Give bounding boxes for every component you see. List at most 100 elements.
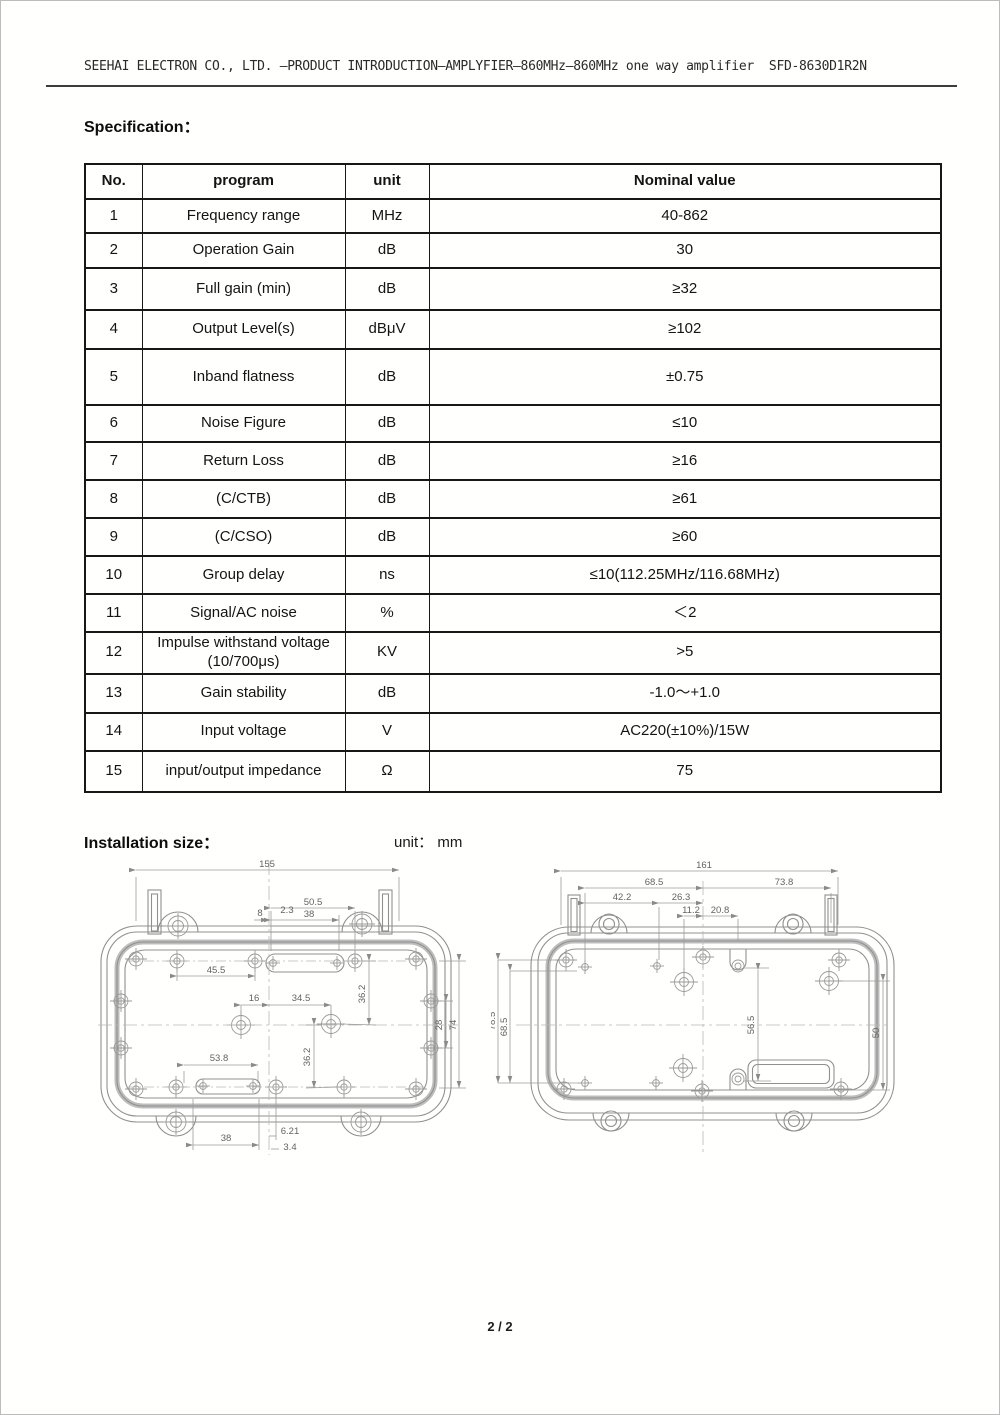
dim-label: 8: [257, 908, 262, 919]
dim-label: 68.5: [499, 1018, 510, 1037]
cell-unit: ns: [344, 555, 430, 595]
cell-unit: dB: [344, 232, 430, 269]
cell-program: Operation Gain: [141, 232, 346, 269]
cell-value: ≥60: [428, 517, 942, 557]
cell-unit: dB: [344, 517, 430, 557]
installation-heading: Installation size：: [84, 835, 220, 852]
dim-label: 74: [448, 1020, 459, 1031]
housing-drawing-right: 161 68.5 73.8 42.2 26.3 11.2 20.8 78.5 6…: [491, 860, 895, 1153]
spec-row: 11 Signal/AC noise % ＜2: [84, 593, 942, 633]
spec-row: 1 Frequency range MHz 40-862: [84, 198, 942, 234]
cell-no: 2: [84, 232, 143, 269]
dim-label: 34.5: [292, 993, 311, 1004]
dim-label: 161: [696, 860, 712, 871]
dim-label: 11.2: [682, 905, 700, 916]
dim-label: 2.3: [280, 905, 293, 916]
dim-label: 38: [221, 1133, 232, 1144]
dim-label: 16: [249, 993, 260, 1004]
cell-value: AC220(±10%)/15W: [428, 711, 942, 752]
dim-label: 78.5: [491, 1012, 498, 1031]
specification-table: No. program unit Nominal value 1 Frequen…: [84, 163, 942, 793]
cell-program: input/output impedance: [141, 749, 346, 793]
cell-value: ≥61: [428, 479, 942, 519]
dim-label: 50: [871, 1028, 882, 1039]
cell-program: Full gain (min): [141, 267, 346, 311]
spec-row: 12 Impulse withstand voltage (10/700μs) …: [84, 631, 942, 675]
cell-value: 40-862: [428, 198, 942, 234]
cell-unit: dB: [344, 441, 430, 481]
dim-label: 26.3: [672, 892, 691, 903]
cell-no: 11: [84, 593, 143, 633]
centerlines-left: [98, 861, 458, 1155]
cell-no: 3: [84, 267, 143, 311]
dim-label: 50.5: [304, 897, 323, 908]
cell-unit: V: [344, 711, 430, 752]
cell-program: (C/CTB): [141, 479, 346, 519]
cell-program: Output Level(s): [141, 309, 346, 350]
cell-unit: dB: [344, 267, 430, 311]
cell-no: 10: [84, 555, 143, 595]
cell-no: 9: [84, 517, 143, 557]
cell-no: 6: [84, 404, 143, 443]
dim-label: 28: [434, 1020, 445, 1031]
page-number: 2 / 2: [487, 1319, 513, 1334]
dimension-lines-right: [495, 868, 890, 1091]
housing-drawing-left: 155 50.5 8 2.3 38 45.5 16 34.5 36.2 36.2…: [98, 859, 466, 1155]
spec-row: 5 Inband flatness dB ±0.75: [84, 348, 942, 406]
spec-row: 13 Gain stability dB -1.0～+1.0: [84, 672, 942, 714]
cell-program: Inband flatness: [141, 348, 346, 406]
dim-label: 45.5: [207, 965, 226, 976]
cell-unit: dB: [344, 672, 430, 714]
spec-row: 15 input/output impedance Ω 75: [84, 749, 942, 793]
spec-row: 10 Group delay ns ≤10(112.25MHz/116.68MH…: [84, 555, 942, 595]
cell-program: Impulse withstand voltage (10/700μs): [141, 631, 346, 675]
spec-row: 8 (C/CTB) dB ≥61: [84, 479, 942, 519]
cell-program: (C/CSO): [141, 517, 346, 557]
centerlines-right: [516, 881, 891, 1153]
cell-unit: MHz: [344, 198, 430, 234]
housing-body-right: [530, 894, 895, 1132]
cell-unit: dB: [344, 404, 430, 443]
cell-value: ≥102: [428, 309, 942, 350]
dim-label: 38: [304, 909, 315, 920]
cell-value: ≥32: [428, 267, 942, 311]
cell-no: 13: [84, 672, 143, 714]
screw-bosses-right: [552, 945, 853, 1103]
cell-unit: KV: [344, 631, 430, 675]
dim-label: 73.8: [775, 877, 794, 888]
cell-value: 30: [428, 232, 942, 269]
dim-label: 42.2: [613, 892, 632, 903]
cell-value: ±0.75: [428, 348, 942, 406]
cell-program: Signal/AC noise: [141, 593, 346, 633]
cell-value: >5: [428, 631, 942, 675]
document-header: SEEHAI ELECTRON CO., LTD. —PRODUCT INTRO…: [84, 59, 867, 74]
spec-row: 7 Return Loss dB ≥16: [84, 441, 942, 481]
cell-unit: dB: [344, 479, 430, 519]
cell-value: ＜2: [428, 593, 942, 633]
cell-no: 1: [84, 198, 143, 234]
cell-no: 7: [84, 441, 143, 481]
dimension-labels-left: 155 50.5 8 2.3 38 45.5 16 34.5 36.2 36.2…: [207, 859, 459, 1153]
cell-no: 4: [84, 309, 143, 350]
col-header-value: Nominal value: [428, 163, 942, 200]
header-divider: [46, 85, 957, 87]
dim-label: 3.4: [283, 1142, 296, 1153]
dim-label: 53.8: [210, 1053, 229, 1064]
dim-label: 6.21: [281, 1126, 300, 1137]
spec-row: 3 Full gain (min) dB ≥32: [84, 267, 942, 311]
cell-program: Gain stability: [141, 672, 346, 714]
cell-program: Return Loss: [141, 441, 346, 481]
dim-label: 56.5: [746, 1016, 757, 1035]
cell-value: -1.0～+1.0: [428, 672, 942, 714]
spec-row: 6 Noise Figure dB ≤10: [84, 404, 942, 443]
col-header-no: No.: [84, 163, 143, 200]
dim-label: 36.2: [357, 985, 368, 1004]
cell-program: Group delay: [141, 555, 346, 595]
cell-no: 8: [84, 479, 143, 519]
spec-header-row: No. program unit Nominal value: [84, 163, 942, 200]
cell-unit: dBμV: [344, 309, 430, 350]
col-header-program: program: [141, 163, 346, 200]
cell-no: 15: [84, 749, 143, 793]
cell-value: ≤10(112.25MHz/116.68MHz): [428, 555, 942, 595]
